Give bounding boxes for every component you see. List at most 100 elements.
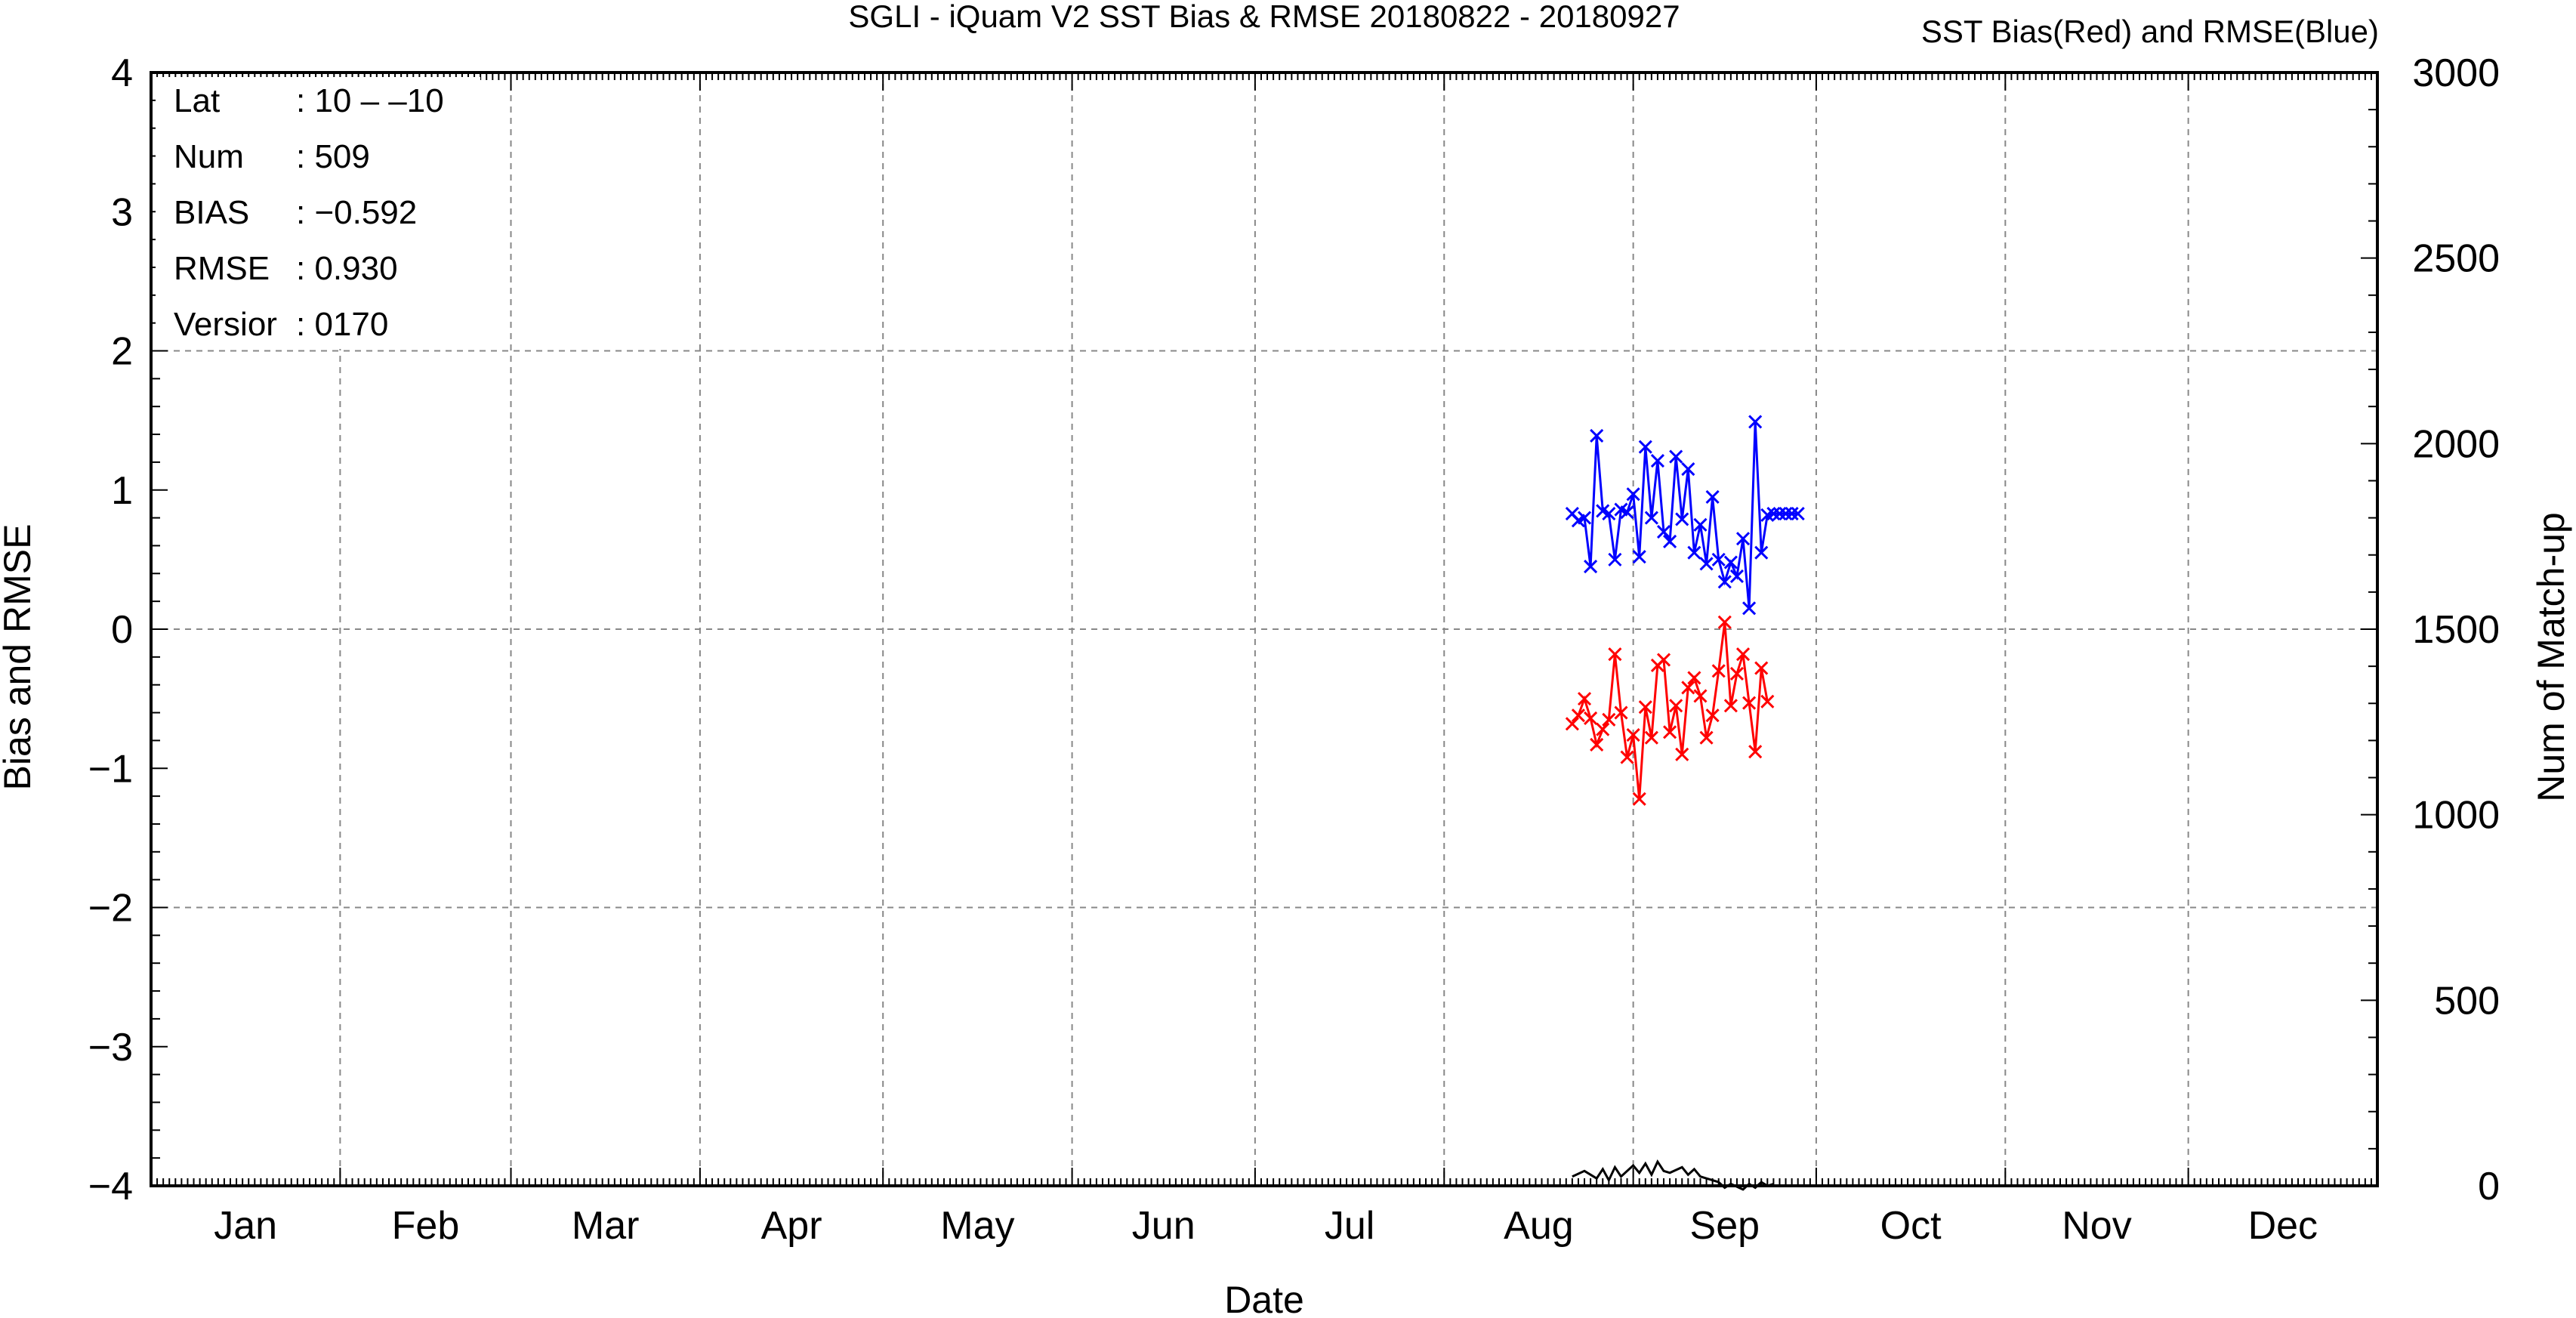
stat-value: : 10 – –10: [296, 82, 444, 119]
series-1: [1565, 615, 1775, 806]
data-point: [1766, 507, 1781, 521]
data-point: [1687, 671, 1701, 685]
y-tick-label: 2: [111, 330, 133, 374]
data-point: [1705, 489, 1720, 505]
data-point: [1602, 712, 1616, 727]
y-tick-label: −4: [88, 1165, 133, 1208]
data-point: [1705, 708, 1720, 723]
stat-key: Lat: [174, 82, 220, 119]
data-point: [1675, 512, 1689, 526]
month-label: Oct: [1880, 1204, 1942, 1248]
data-point: [1754, 545, 1769, 560]
data-point: [1723, 555, 1738, 569]
data-point: [1602, 507, 1616, 521]
stat-key: Versior: [174, 306, 277, 343]
data-point: [1687, 545, 1701, 560]
data-point: [1596, 722, 1610, 736]
series-line: [1572, 1159, 1774, 1191]
data-point: [1742, 601, 1757, 616]
data-point: [1693, 689, 1708, 703]
y-tick-label: −3: [88, 1026, 133, 1070]
data-point: [1608, 552, 1622, 566]
data-point: [1577, 692, 1592, 706]
month-label: Jan: [214, 1204, 277, 1248]
month-labels: Jan Feb Mar Apr May Jun Jul Aug Sep Oct Nov Dec: [214, 1204, 2318, 1248]
stats-box: Lat : 10 – –10 Num : 509 BIAS : −0.592 RMSE : 0…: [156, 77, 480, 349]
data-point: [1590, 428, 1604, 443]
data-point: [1729, 569, 1745, 584]
data-point: [1711, 664, 1726, 678]
month-label: Jul: [1325, 1204, 1374, 1248]
y-tick-label: 0: [111, 608, 133, 652]
data-point: [1608, 647, 1622, 662]
y-axis-label: Bias and RMSE: [0, 524, 39, 791]
y2-tick-label: 500: [2434, 979, 2500, 1023]
data-point: [1772, 507, 1787, 521]
data-point: [1638, 440, 1652, 454]
series-layer: [1565, 415, 1805, 1191]
month-label: Jun: [1132, 1204, 1195, 1248]
data-point: [1711, 552, 1726, 566]
stat-value: : 509: [296, 138, 370, 175]
data-point: [1717, 615, 1732, 629]
data-point: [1656, 653, 1671, 667]
y-tick-label: 1: [111, 469, 133, 513]
data-point: [1577, 511, 1592, 525]
data-point: [1729, 666, 1745, 681]
grid: [151, 73, 2377, 1186]
y2-tick-label: 3000: [2412, 51, 2500, 95]
month-label: Feb: [392, 1204, 460, 1248]
data-point: [1693, 517, 1708, 532]
month-label: Sep: [1690, 1204, 1760, 1248]
stat-value: : 0170: [296, 306, 388, 343]
data-point: [1735, 532, 1751, 546]
stat-key: BIAS: [174, 194, 249, 231]
y-tick-label: 3: [111, 190, 133, 234]
data-point: [1584, 711, 1598, 725]
stats-background: [156, 77, 480, 349]
month-label: Aug: [1504, 1204, 1574, 1248]
y-tick-label: −2: [88, 887, 133, 931]
data-point: [1748, 745, 1763, 759]
data-point: [1614, 705, 1628, 720]
data-point: [1699, 557, 1714, 571]
y2-axis-label: Num of Match-up: [2530, 512, 2572, 801]
plot-frame: [150, 71, 2379, 1187]
data-point: [1669, 699, 1683, 713]
data-point: [1663, 534, 1677, 548]
data-point: [1638, 700, 1652, 715]
data-point: [1699, 730, 1714, 745]
data-point: [1644, 511, 1658, 525]
data-point: [1620, 505, 1634, 520]
series-0: [1565, 415, 1805, 616]
data-point: [1669, 449, 1683, 464]
y-tick-label: 4: [111, 51, 133, 95]
data-point: [1632, 550, 1646, 564]
data-point: [1791, 507, 1805, 521]
y-tick-label: −1: [88, 747, 133, 791]
data-point: [1742, 696, 1757, 710]
stat-key: Num: [174, 138, 244, 175]
data-point: [1723, 699, 1738, 713]
month-label: Dec: [2248, 1204, 2318, 1248]
y-tick-labels: 4 3 2 1 0 −1 −2 −3 −4: [88, 51, 133, 1208]
y2-tick-labels: 3000 2500 2000 1500 1000 500 0: [2412, 51, 2500, 1208]
month-label: Nov: [2062, 1204, 2131, 1248]
data-point: [1681, 462, 1695, 477]
y2-tick-label: 1000: [2412, 794, 2500, 838]
month-label: Apr: [761, 1204, 822, 1248]
y2-tick-label: 1500: [2412, 608, 2500, 652]
data-point: [1656, 524, 1671, 539]
data-point: [1735, 647, 1751, 662]
x-axis-label: Date: [1224, 1279, 1304, 1318]
y2-tick-label: 2000: [2412, 422, 2500, 466]
legend-title: SST Bias(Red) and RMSE(Blue): [1921, 14, 2379, 49]
data-point: [1590, 737, 1604, 752]
data-point: [1626, 727, 1640, 742]
stat-key: RMSE: [174, 250, 270, 287]
stat-value: : −0.592: [296, 194, 417, 231]
stat-value: : 0.930: [296, 250, 398, 287]
data-point: [1571, 708, 1586, 723]
data-point: [1584, 560, 1598, 574]
